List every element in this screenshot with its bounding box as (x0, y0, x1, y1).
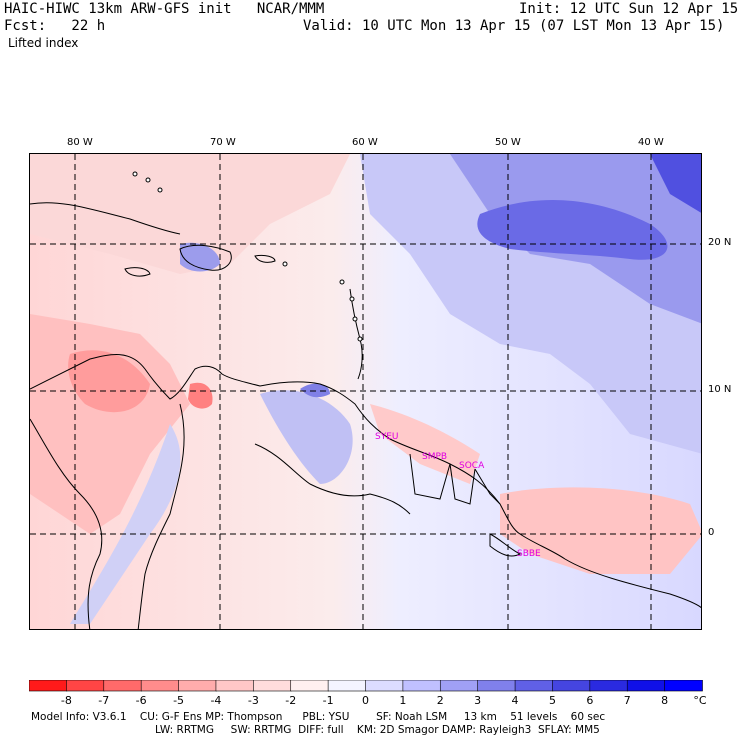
stable-core (477, 200, 668, 260)
colorbar-tick: -8 (60, 694, 72, 707)
site-label-smpb: SMPB (422, 452, 448, 462)
lon-label-70w: 70 W (210, 137, 236, 148)
island (132, 171, 138, 177)
colorbar-segment (439, 680, 479, 692)
colorbar-segment (215, 680, 255, 692)
unstable-maracaibo (188, 382, 213, 409)
lat-lon-grid (30, 154, 701, 629)
stable-hispaniola (180, 242, 220, 272)
guyana-border (409, 453, 451, 500)
jamaica-coast (124, 267, 151, 277)
south-america-west-coast (30, 418, 103, 629)
colorbar-segment (664, 680, 703, 692)
lat-label-0: 0 (708, 527, 715, 538)
colorbar-tick: -7 (98, 694, 110, 707)
colorbar-segment (626, 680, 666, 692)
lat-label-10n: 10 N (708, 384, 732, 395)
site-label-syeu: SYEU (375, 432, 399, 442)
map-panel (29, 153, 702, 630)
colorbar-tick: 6 (586, 694, 594, 707)
colorbar-segment (140, 680, 180, 692)
colorbar (29, 680, 703, 692)
puerto-rico-coast (254, 254, 276, 263)
site-label-sbbe: SBBE (517, 549, 541, 559)
forecast-hour: Fcst: 22 h (4, 18, 106, 34)
colorbar-tick: -6 (135, 694, 147, 707)
island (339, 279, 345, 285)
island (352, 316, 358, 322)
colorbar-tick: 7 (623, 694, 631, 707)
island (349, 296, 355, 302)
colorbar-tick: -2 (285, 694, 297, 707)
colorbar-tick: -3 (247, 694, 259, 707)
marajo-island (489, 533, 522, 557)
colorbar-segment (477, 680, 516, 692)
colorbar-segment (66, 680, 105, 692)
caribbean-islands (132, 171, 363, 342)
colorbar-segment (402, 680, 442, 692)
colorbar-tick: 1 (399, 694, 407, 707)
colorbar-segment (514, 680, 554, 692)
island (157, 187, 163, 193)
colorbar-tick: -4 (210, 694, 222, 707)
colorbar-tick: 0 (362, 694, 369, 707)
colorbar-tick: 5 (548, 694, 556, 707)
stable-streak-venezuela (260, 390, 353, 484)
stable-trinidad (300, 383, 330, 398)
site-label-soca: SOCA (459, 461, 485, 471)
venezuela-border (254, 443, 411, 515)
lifted-index-map (30, 154, 701, 629)
field-name: Lifted index (8, 36, 79, 50)
colorbar-segment (290, 680, 329, 692)
island (282, 261, 288, 267)
colorbar-tick: -5 (173, 694, 185, 707)
model-title: HAIC-HIWC 13km ARW-GFS init NCAR/MMM (4, 1, 325, 17)
colorbar-segment (589, 680, 629, 692)
model-info-line2: LW: RRTMG SW: RRTMG DIFF: full KM: 2D Sm… (155, 724, 600, 736)
colorbar-tick: -1 (322, 694, 334, 707)
unstable-guiana (370, 404, 480, 484)
colorbar-tick: 8 (661, 694, 669, 707)
french-guiana-border (474, 468, 501, 505)
colorbar-segment (365, 680, 404, 692)
model-info-line1: Model Info: V3.6.1 CU: G-F Ens MP: Thomp… (31, 711, 606, 723)
lon-label-80w: 80 W (67, 137, 93, 148)
hispaniola-coast (179, 244, 232, 271)
island (357, 336, 363, 342)
lat-label-20n: 20 N (708, 237, 732, 248)
lon-label-40w: 40 W (638, 137, 664, 148)
colorbar-segment (253, 680, 292, 692)
colorbar-tick: 2 (436, 694, 444, 707)
colorbar-segment (552, 680, 591, 692)
lon-label-60w: 60 W (352, 137, 378, 148)
island (145, 177, 151, 183)
suriname-border (449, 463, 476, 505)
init-time: Init: 12 UTC Sun 12 Apr 15 (519, 1, 739, 17)
south-america-north-coast (30, 354, 701, 608)
colorbar-tick: 3 (474, 694, 482, 707)
colorbar-segment (29, 680, 68, 692)
colorbar-segment (327, 680, 367, 692)
unstable-core-west (68, 350, 150, 413)
colorbar-segment (178, 680, 217, 692)
cuba-coast (30, 202, 181, 235)
lon-label-50w: 50 W (495, 137, 521, 148)
stable-corner (650, 154, 701, 213)
colorbar-unit: °C (693, 694, 707, 707)
colorbar-segment (103, 680, 142, 692)
stable-streak-andes (70, 424, 181, 624)
valid-time: Valid: 10 UTC Mon 13 Apr 15 (07 LST Mon … (303, 18, 725, 34)
colorbar-tick: 4 (511, 694, 519, 707)
